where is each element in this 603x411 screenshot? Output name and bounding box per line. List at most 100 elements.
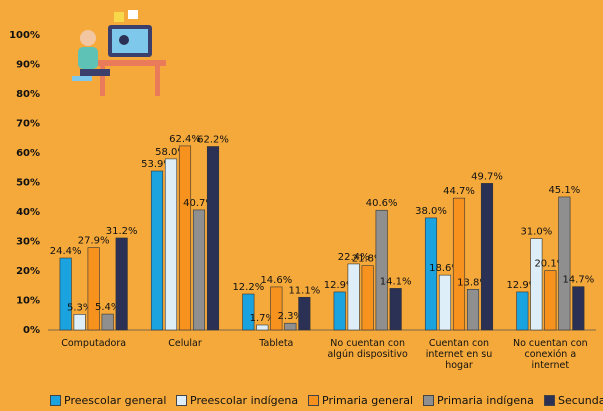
data-label: 12.9%: [324, 280, 356, 291]
person-body: [78, 47, 98, 69]
x-tick-label: No cuentan con conexión a internet: [512, 338, 588, 371]
legend-label: Secundaria: [558, 394, 603, 407]
data-label: 31.0%: [520, 227, 552, 238]
legend-item: Primaria general: [308, 394, 413, 407]
x-tick-label: Tableta: [259, 338, 294, 349]
icon: [114, 12, 124, 22]
y-tick-label: 0%: [23, 325, 40, 336]
bar: [375, 209, 388, 331]
y-tick-label: 90%: [16, 60, 40, 71]
bar: [256, 324, 269, 331]
data-label: 5.3%: [67, 302, 92, 313]
bar: [424, 217, 438, 331]
legend-label: Primaria general: [322, 394, 414, 407]
person-legs: [80, 69, 110, 76]
bar: [516, 291, 529, 331]
data-label: 13.8%: [457, 277, 489, 288]
data-label: 40.6%: [366, 198, 398, 209]
bar: [389, 288, 402, 331]
data-label: 20.1%: [534, 259, 566, 270]
desk-leg: [155, 66, 160, 96]
bar: [480, 183, 494, 331]
data-label: 12.2%: [232, 282, 264, 293]
bar: [270, 286, 283, 331]
legend-swatch: [308, 395, 319, 406]
bar: [101, 313, 114, 331]
y-tick-label: 10%: [16, 296, 40, 307]
data-label: 24.4%: [50, 246, 82, 257]
y-tick-label: 20%: [16, 266, 40, 277]
legend-swatch: [423, 395, 434, 406]
data-label: 44.7%: [443, 186, 475, 197]
y-tick-label: 60%: [16, 148, 40, 159]
data-label: 45.1%: [548, 185, 580, 196]
y-tick-label: 100%: [9, 30, 40, 41]
icon: [119, 35, 129, 45]
bar: [284, 322, 297, 331]
bar: [206, 146, 220, 331]
person-head: [80, 30, 96, 46]
x-tick-label: Cuentan con internet en su hogar: [425, 338, 493, 371]
desk-leg: [100, 66, 105, 96]
legend-swatch: [50, 395, 61, 406]
data-label: 14.6%: [260, 275, 292, 286]
bar: [544, 270, 557, 331]
x-tick-label: Computadora: [61, 338, 127, 349]
data-label: 38.0%: [415, 206, 447, 217]
legend-item: Primaria indígena: [423, 394, 534, 407]
legend-item: Preescolar indígena: [176, 394, 298, 407]
data-label: 14.1%: [380, 276, 412, 287]
data-label: 14.7%: [562, 275, 594, 286]
bar: [150, 170, 164, 331]
y-tick-label: 30%: [16, 237, 40, 248]
data-label: 49.7%: [471, 171, 503, 182]
data-label: 31.2%: [106, 226, 138, 237]
bar: [361, 265, 374, 331]
bar: [59, 257, 72, 331]
legend-swatch: [176, 395, 187, 406]
bar: [298, 296, 311, 331]
bar: [452, 197, 466, 331]
bar: [333, 291, 346, 331]
bar: [572, 286, 585, 331]
legend-label: Primaria indígena: [437, 394, 534, 407]
data-label: 18.6%: [429, 263, 461, 274]
bar: [558, 196, 571, 331]
y-tick-label: 50%: [16, 178, 40, 189]
data-label: 53.9%: [141, 159, 173, 170]
bar: [530, 238, 543, 331]
data-label: 5.4%: [95, 302, 120, 313]
data-label: 27.9%: [78, 236, 110, 247]
legend-swatch: [544, 395, 555, 406]
bar: [178, 145, 192, 331]
legend-item: Preescolar general: [50, 394, 166, 407]
bar: [347, 263, 360, 331]
bar: [115, 237, 128, 331]
bar: [164, 158, 178, 331]
bar: [466, 288, 480, 331]
x-tick-label: Celular: [168, 338, 202, 349]
legend-label: Preescolar indígena: [190, 394, 299, 407]
legend-label: Preescolar general: [64, 394, 167, 407]
y-tick-label: 80%: [16, 89, 40, 100]
legend-item: Secundaria: [544, 394, 603, 407]
bar: [242, 293, 255, 331]
y-tick-label: 40%: [16, 207, 40, 218]
data-label: 22.4%: [338, 252, 370, 263]
chair: [72, 76, 92, 81]
screen: [112, 29, 148, 53]
data-label: 11.1%: [288, 285, 320, 296]
icon: [128, 10, 138, 19]
bar: [192, 209, 206, 331]
x-tick-label: No cuentan con algún dispositivo: [327, 338, 408, 360]
data-label: 1.7%: [250, 313, 275, 324]
bar: [438, 274, 452, 331]
data-label: 21.8%: [352, 254, 384, 265]
bar: [87, 247, 100, 331]
bar: [73, 314, 86, 331]
illustration: [72, 10, 166, 96]
data-label: 12.9%: [506, 280, 538, 291]
data-label: 62.2%: [197, 135, 229, 146]
